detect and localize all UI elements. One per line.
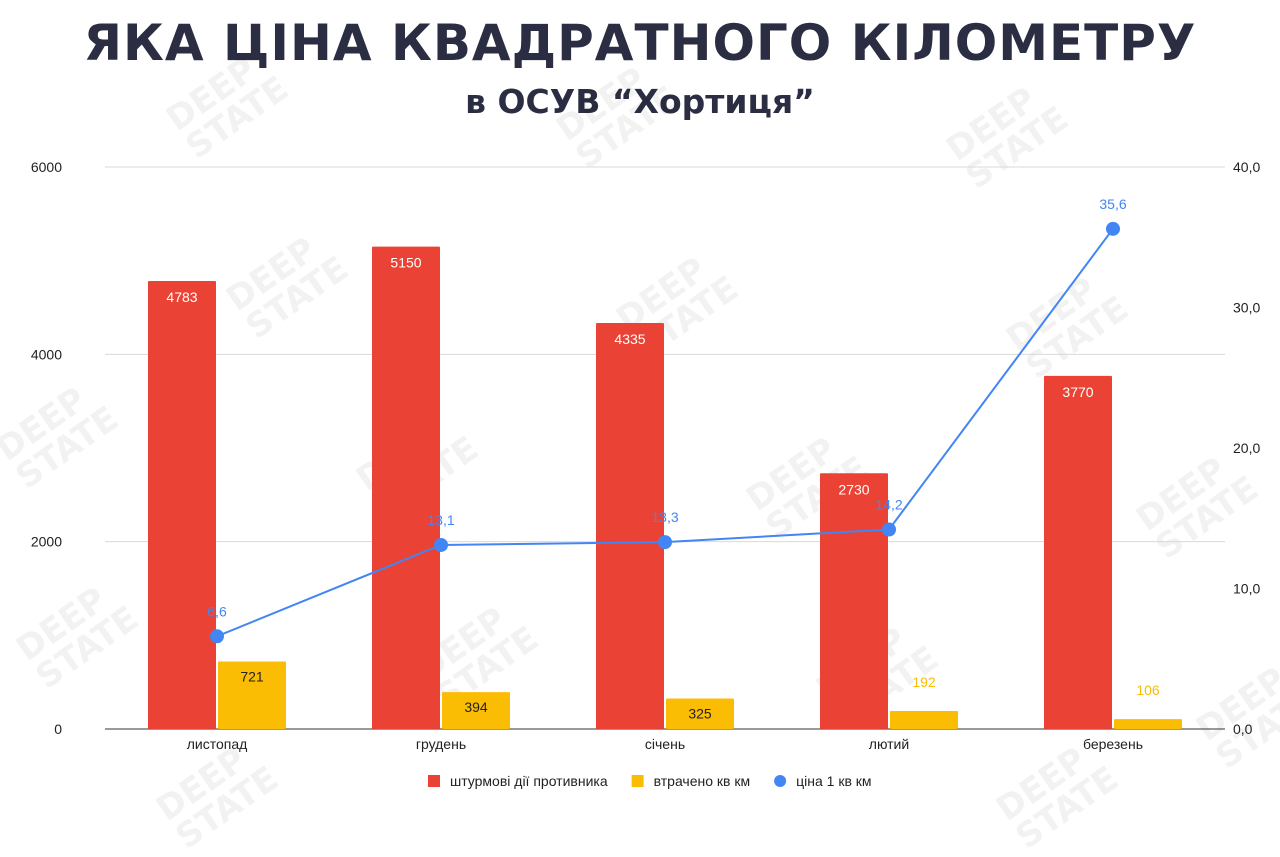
bar-data-label: 394 bbox=[464, 699, 488, 715]
chart: 0 2000 4000 6000 0,0 10,0 20,0 30,0 40,0 листопад… bbox=[31, 159, 1261, 789]
bar-data-label: 192 bbox=[912, 674, 936, 690]
bar-data-label: 4783 bbox=[166, 289, 197, 305]
bar-data-label: 325 bbox=[688, 706, 712, 722]
line-data-label: 13,1 bbox=[427, 512, 454, 528]
right-tick-label: 20,0 bbox=[1233, 440, 1260, 456]
line-data-label: 6,6 bbox=[207, 603, 227, 619]
right-tick-label: 40,0 bbox=[1233, 159, 1260, 175]
legend-label: штурмові дії противника bbox=[450, 773, 608, 789]
legend-marker bbox=[631, 775, 644, 787]
line-point bbox=[658, 535, 672, 550]
bar-втрачено-кв-км bbox=[218, 661, 286, 729]
right-tick-label: 30,0 bbox=[1233, 300, 1260, 316]
legend-label: втрачено кв км bbox=[654, 773, 751, 789]
line-series bbox=[216, 228, 1114, 638]
x-tick-label: березень bbox=[1083, 736, 1143, 752]
bar-втрачено-кв-км bbox=[442, 692, 510, 729]
bar-втрачено-кв-км bbox=[890, 711, 958, 729]
x-tick-label: січень bbox=[645, 736, 685, 752]
bar-data-label: 2730 bbox=[838, 481, 869, 497]
bar-штурмові-дії-противника bbox=[1044, 375, 1112, 729]
left-tick-label: 6000 bbox=[31, 159, 62, 175]
bar-data-label: 106 bbox=[1136, 682, 1160, 698]
chart-title: ЯКА ЦІНА КВАДРАТНОГО КІЛОМЕТРУ bbox=[83, 14, 1197, 72]
bar-штурмові-дії-противника bbox=[372, 246, 440, 729]
legend-marker bbox=[774, 775, 787, 787]
bar-data-label: 4335 bbox=[614, 331, 645, 347]
x-tick-label: листопад bbox=[187, 736, 248, 752]
left-tick-label: 2000 bbox=[31, 534, 62, 550]
line-point bbox=[1106, 221, 1120, 236]
line-point bbox=[210, 629, 224, 644]
line-data-label: 35,6 bbox=[1099, 196, 1126, 212]
bar-штурмові-дії-противника bbox=[820, 473, 888, 729]
left-tick-label: 0 bbox=[54, 721, 62, 737]
line-point bbox=[882, 522, 896, 537]
bar-штурмові-дії-противника bbox=[596, 322, 664, 729]
line-data-label: 13,3 bbox=[651, 509, 678, 525]
right-tick-label: 0,0 bbox=[1233, 721, 1253, 737]
bar-data-label: 721 bbox=[240, 668, 264, 684]
legend-marker bbox=[428, 775, 440, 787]
bar-data-label: 3770 bbox=[1062, 384, 1093, 400]
line-point bbox=[434, 537, 448, 552]
legend-label: ціна 1 кв км bbox=[796, 773, 871, 789]
bar-втрачено-кв-км bbox=[666, 698, 734, 729]
left-tick-label: 4000 bbox=[31, 346, 62, 362]
line-data-label: 14,2 bbox=[875, 496, 902, 512]
right-tick-label: 10,0 bbox=[1233, 581, 1260, 597]
bar-втрачено-кв-км bbox=[1114, 719, 1182, 729]
x-tick-label: лютий bbox=[869, 736, 909, 752]
bar-штурмові-дії-противника bbox=[148, 280, 216, 729]
bar-data-label: 5150 bbox=[390, 255, 421, 271]
x-tick-label: грудень bbox=[416, 736, 466, 752]
chart-subtitle: в ОСУВ “Хортиця” bbox=[465, 82, 815, 121]
